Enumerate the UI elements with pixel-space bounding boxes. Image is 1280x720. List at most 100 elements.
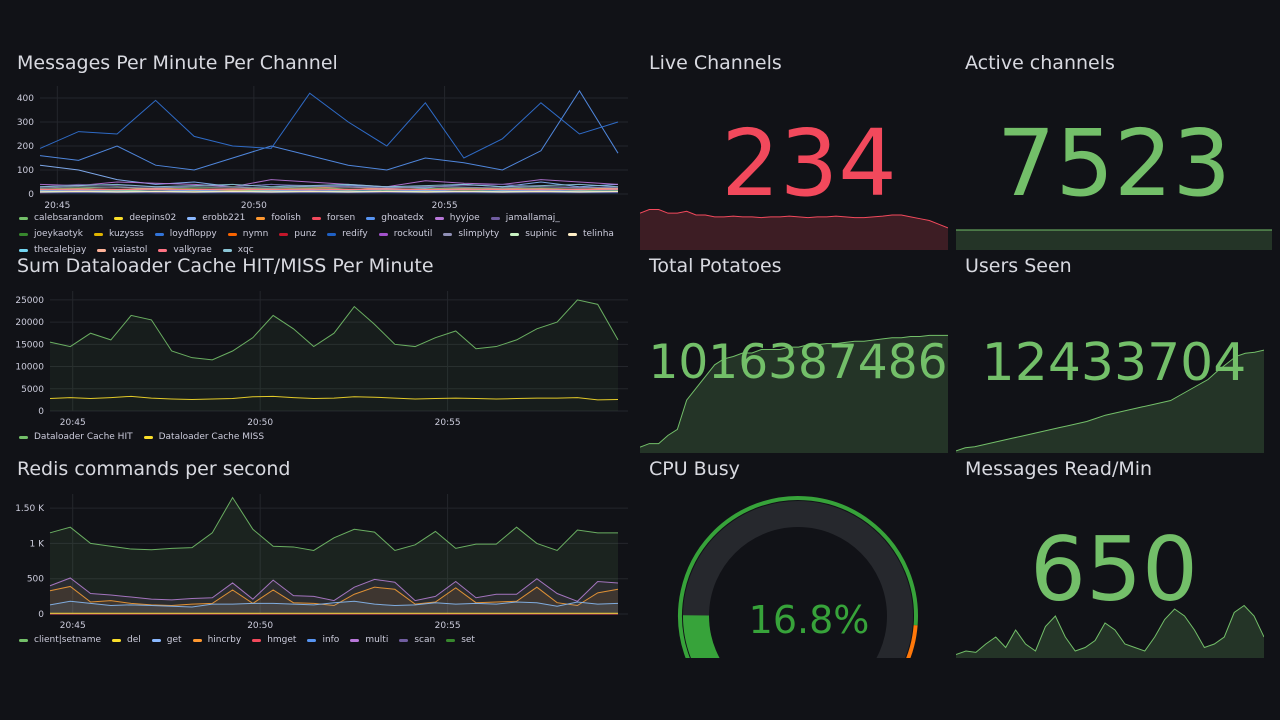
messages-read-sparkline [956, 604, 1264, 658]
legend-swatch [307, 638, 317, 642]
legend-item[interactable]: rockoutil [378, 229, 433, 239]
y-tick-label: 20000 [15, 318, 44, 328]
legend-swatch [378, 232, 388, 236]
sparkline-line [640, 208, 948, 229]
legend-label: calebsarandom [34, 213, 104, 223]
legend-item[interactable]: hyyjoe [434, 213, 480, 223]
legend-swatch [366, 216, 376, 220]
x-tick-label: 20:45 [60, 418, 86, 428]
legend-label: deepins02 [129, 213, 177, 223]
legend-item[interactable]: telinha [567, 229, 614, 239]
messages-read-panel: Messages Read/Min 650 [956, 458, 1272, 658]
legend-swatch [154, 232, 164, 236]
legend-swatch [443, 232, 453, 236]
legend-swatch [567, 232, 577, 236]
y-tick-label: 0 [38, 407, 44, 417]
legend-swatch [446, 638, 456, 642]
legend-label: Dataloader Cache HIT [34, 432, 133, 442]
legend-swatch [151, 638, 161, 642]
legend-swatch [94, 232, 104, 236]
messages-chart[interactable]: 0 100 200 300 400 20:45 20:50 20:55 [8, 80, 630, 210]
legend-item[interactable]: ghoatedx [366, 213, 424, 223]
legend-item[interactable]: Dataloader Cache HIT [19, 432, 133, 442]
legend-label: hincrby [207, 635, 242, 645]
legend-item[interactable]: joeykaotyk [19, 229, 83, 239]
legend-item[interactable]: foolish [256, 213, 301, 223]
legend-swatch [350, 638, 360, 642]
panel-title: Total Potatoes [649, 255, 782, 277]
legend-label: multi [365, 635, 389, 645]
panel-title: Active channels [965, 52, 1115, 74]
cpu-busy-gauge [678, 496, 918, 658]
legend-label: Dataloader Cache MISS [158, 432, 265, 442]
legend-swatch [510, 232, 520, 236]
legend-label: hyyjoe [449, 213, 480, 223]
legend-item[interactable]: get [151, 635, 182, 645]
legend-item[interactable]: loydfloppy [154, 229, 217, 239]
legend-item[interactable]: supinic [510, 229, 557, 239]
legend-item[interactable]: punz [279, 229, 316, 239]
series-line-multi [49, 577, 619, 602]
legend-item[interactable]: hincrby [192, 635, 242, 645]
legend-item[interactable]: slimplyty [443, 229, 499, 239]
legend-swatch [187, 216, 197, 220]
legend-item[interactable]: client|setname [19, 635, 101, 645]
legend-label: rockoutil [393, 229, 433, 239]
legend-label: telinha [582, 229, 614, 239]
sparkline-area [640, 335, 948, 453]
y-tick-label: 500 [27, 575, 44, 585]
total-potatoes-value: 1016387486 [648, 335, 948, 390]
series-area-get [50, 601, 618, 614]
legend-item[interactable]: redify [327, 229, 368, 239]
cpu-busy-panel: CPU Busy 16.8% [640, 458, 948, 658]
legend-swatch [19, 435, 28, 439]
legend-label: thecalebjay [34, 245, 87, 255]
legend-item[interactable]: multi [350, 635, 388, 645]
y-tick-label: 400 [17, 94, 34, 104]
series-area-client|setname [50, 497, 618, 614]
legend-item[interactable]: set [446, 635, 475, 645]
cpu-busy-value: 16.8% [748, 598, 870, 642]
legend-item[interactable]: vaiastol [97, 245, 147, 255]
legend-swatch [490, 216, 500, 220]
legend-label: valkyrae [173, 245, 212, 255]
legend-swatch [143, 435, 153, 439]
legend-item[interactable]: nymn [227, 229, 268, 239]
legend-swatch [279, 232, 289, 236]
panel-title: Live Channels [649, 52, 782, 74]
legend-item[interactable]: deepins02 [114, 213, 176, 223]
y-tick-label: 5000 [21, 385, 44, 395]
series-line-Dataloader Cache MISS [49, 395, 619, 401]
legend-item[interactable]: erobb221 [187, 213, 245, 223]
y-tick-label: 100 [17, 166, 34, 176]
legend-label: loydfloppy [169, 229, 217, 239]
legend-item[interactable]: xqc [222, 245, 254, 255]
legend-item[interactable]: kuzysss [94, 229, 144, 239]
dataloader-chart[interactable]: 0 5000 10000 15000 20000 25000 20:45 20:50 20:55 [8, 283, 630, 433]
y-tick-label: 25000 [15, 296, 44, 306]
legend-swatch [19, 216, 28, 220]
users-seen-panel: Users Seen 12433704 [956, 255, 1272, 453]
legend-item[interactable]: forsen [311, 213, 355, 223]
series-line-Dataloader Cache HIT [49, 299, 619, 361]
legend-label: vaiastol [112, 245, 148, 255]
y-tick-label: 0 [38, 610, 44, 620]
legend-item[interactable]: scan [399, 635, 435, 645]
legend-item[interactable]: jamallamaj_ [490, 213, 560, 223]
legend-item[interactable]: thecalebjay [19, 245, 86, 255]
legend-item[interactable]: calebsarandom [19, 213, 103, 223]
active-channels-value: 7523 [996, 110, 1232, 217]
series-line-get [49, 600, 619, 608]
legend-item[interactable]: valkyrae [158, 245, 212, 255]
legend-item[interactable]: Dataloader Cache MISS [143, 432, 265, 442]
legend-item[interactable]: hmget [252, 635, 296, 645]
series-line-slimplyty [39, 186, 619, 189]
legend-item[interactable]: info [307, 635, 339, 645]
x-tick-label: 20:45 [44, 201, 70, 210]
legend-item[interactable]: del [112, 635, 141, 645]
series-line-xqc [39, 183, 619, 188]
sparkline-area [956, 605, 1264, 658]
legend-label: hmget [267, 635, 297, 645]
sparkline-line [956, 349, 1264, 452]
redis-chart[interactable]: 0 500 1 K 1.50 K 20:45 20:50 20:55 [8, 486, 630, 636]
